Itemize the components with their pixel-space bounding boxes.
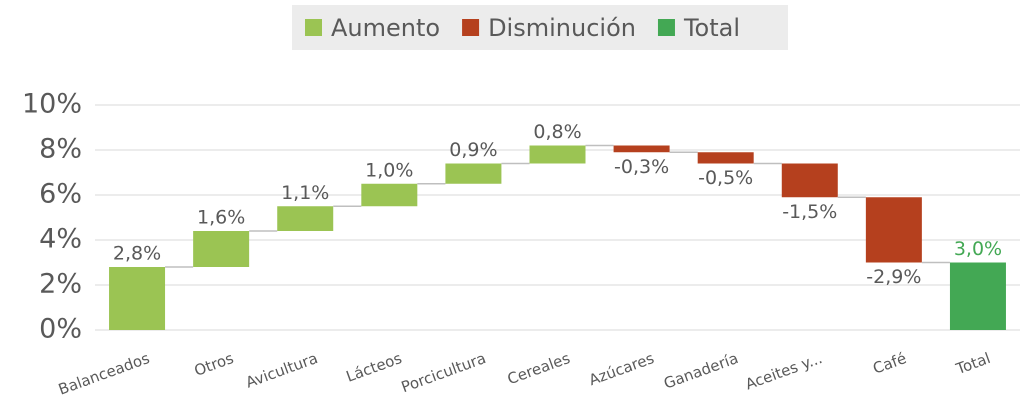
y-tick-label: 2%	[39, 269, 82, 300]
y-tick-label: 8%	[39, 134, 82, 165]
data-label: -1,5%	[782, 201, 837, 223]
bar	[361, 183, 418, 207]
x-tick-label: Avicultura	[243, 349, 320, 392]
bar	[109, 267, 166, 330]
y-tick-label: 6%	[39, 179, 82, 210]
data-label: 0,9%	[449, 139, 497, 161]
legend-label: Aumento	[331, 14, 440, 42]
bar	[277, 206, 334, 231]
x-tick-label: Total	[953, 349, 993, 378]
x-tick-label: Porcicultura	[399, 349, 488, 396]
bar	[613, 145, 670, 153]
data-label: 1,1%	[281, 182, 329, 204]
data-label: -0,5%	[698, 167, 753, 189]
x-tick-label: Azúcares	[586, 349, 656, 389]
bar	[697, 152, 754, 164]
data-label: -0,3%	[614, 156, 669, 178]
x-tick-label: Cereales	[505, 349, 573, 388]
legend-label: Disminución	[488, 14, 636, 42]
data-label: 0,8%	[533, 121, 581, 143]
x-tick-label: Lácteos	[344, 349, 405, 386]
bar	[865, 197, 922, 263]
bar	[193, 231, 250, 267]
y-tick-label: 0%	[39, 314, 82, 345]
data-label: 1,0%	[365, 159, 413, 181]
bar	[949, 262, 1006, 330]
x-tick-label: Otros	[192, 349, 236, 380]
x-tick-label: Café	[870, 349, 908, 378]
legend-label: Total	[683, 14, 740, 42]
legend-swatch	[657, 19, 675, 36]
x-tick-label: Ganadería	[661, 349, 740, 393]
bar	[445, 163, 502, 184]
data-label: 3,0%	[954, 238, 1002, 260]
data-label: 2,8%	[113, 243, 161, 265]
y-tick-label: 4%	[39, 224, 82, 255]
legend-swatch	[462, 19, 480, 36]
data-label: -2,9%	[866, 266, 921, 288]
data-label: 1,6%	[197, 207, 245, 229]
x-tick-label: Balanceados	[56, 349, 152, 399]
x-tick-label: Aceites y...	[743, 349, 825, 393]
legend-swatch	[305, 19, 322, 36]
y-tick-label: 10%	[22, 89, 82, 120]
bar	[781, 163, 838, 198]
legend-box	[292, 5, 788, 50]
bar	[529, 145, 586, 164]
